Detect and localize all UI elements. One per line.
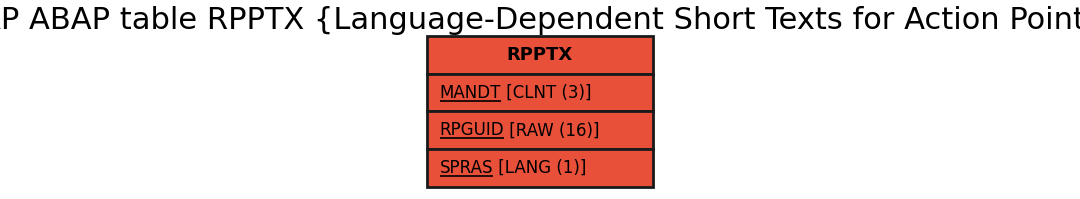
Text: [LANG (1)]: [LANG (1)] — [494, 159, 586, 177]
Text: SPRAS: SPRAS — [440, 159, 494, 177]
Bar — [427, 74, 653, 111]
Text: RPGUID: RPGUID — [440, 121, 504, 139]
Text: SAP ABAP table RPPTX {Language-Dependent Short Texts for Action Points}: SAP ABAP table RPPTX {Language-Dependent… — [0, 6, 1080, 35]
Text: RPPTX: RPPTX — [507, 46, 573, 64]
Bar — [427, 149, 653, 187]
Bar — [427, 111, 653, 149]
Text: MANDT: MANDT — [440, 84, 501, 101]
Text: [RAW (16)]: [RAW (16)] — [504, 121, 599, 139]
Text: [CLNT (3)]: [CLNT (3)] — [501, 84, 592, 101]
Bar — [427, 36, 653, 74]
